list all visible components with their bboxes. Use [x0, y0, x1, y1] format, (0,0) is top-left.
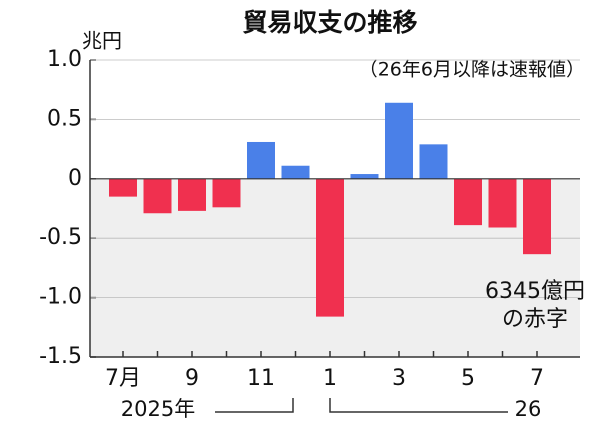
- x-tick-label: 11: [247, 366, 275, 391]
- y-tick-label: 1.0: [47, 47, 82, 72]
- group-bracket: [215, 398, 294, 413]
- bar: [316, 178, 344, 317]
- x-tick-label: 1: [323, 366, 337, 391]
- y-tick-label: -1.0: [39, 285, 82, 310]
- y-tick-label: -0.5: [39, 225, 82, 250]
- bar: [419, 144, 448, 179]
- x-tick-label: 9: [185, 366, 199, 391]
- bar: [143, 178, 172, 214]
- chart-subtitle: （26年6月以降は速報値）: [359, 59, 585, 81]
- x-tick-label: 5: [461, 366, 475, 391]
- y-tick-label: -1.5: [39, 344, 82, 369]
- annotation: 6345億円: [485, 279, 585, 304]
- bar: [178, 178, 206, 211]
- y-unit: 兆円: [82, 29, 122, 53]
- x-group-label: 2025年: [121, 397, 195, 421]
- bar: [109, 178, 137, 197]
- x-tick-label: 7: [530, 366, 544, 391]
- bar: [523, 178, 551, 255]
- chart-title: 貿易収支の推移: [242, 8, 417, 37]
- x-tick-label: 7月: [105, 366, 141, 391]
- bar: [247, 141, 275, 179]
- y-tick-label: 0.5: [47, 106, 82, 131]
- annotation: の赤字: [502, 307, 568, 332]
- bar: [454, 178, 482, 226]
- bar: [350, 174, 379, 179]
- bar: [281, 165, 310, 179]
- bar: [385, 102, 413, 179]
- y-tick-label: 0: [68, 166, 82, 191]
- bar: [212, 178, 241, 208]
- x-group-label: 26: [515, 397, 542, 421]
- x-tick-label: 3: [392, 366, 406, 391]
- group-bracket: [329, 398, 508, 413]
- bar: [488, 178, 517, 228]
